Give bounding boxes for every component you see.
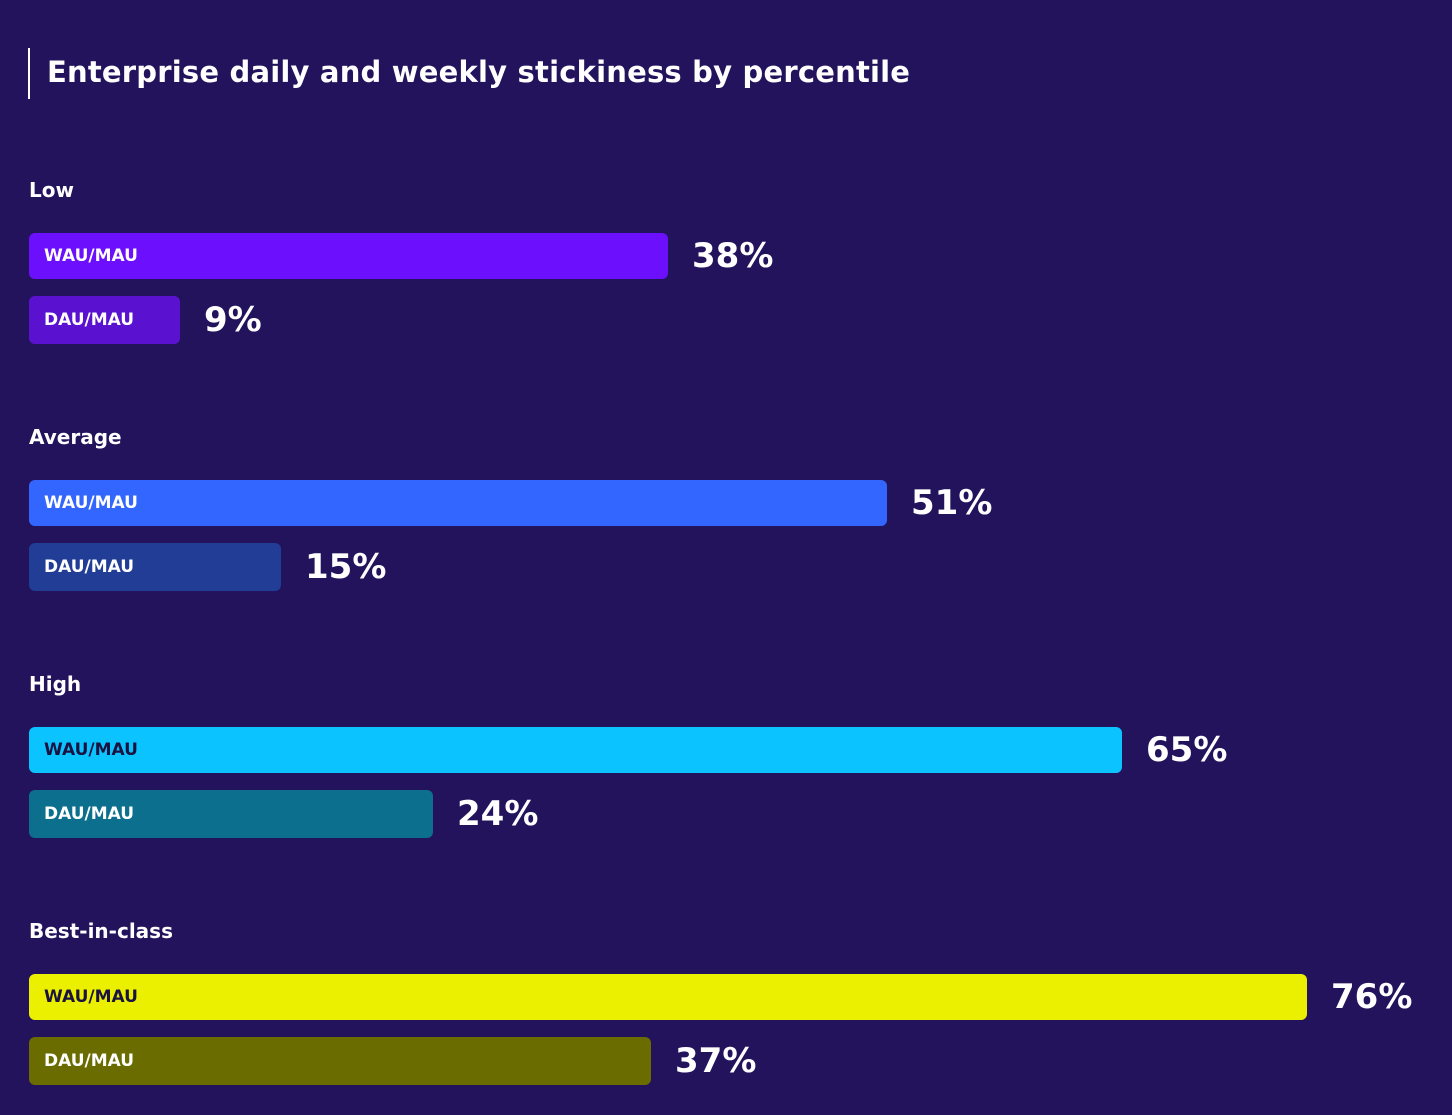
bar-low-wau-mau: WAU/MAU (29, 233, 668, 279)
bar-high-wau-mau: WAU/MAU (29, 727, 1122, 773)
bar-label-low-wau-mau: WAU/MAU (44, 246, 138, 266)
group-label-high: High (29, 672, 82, 696)
bar-label-average-wau-mau: WAU/MAU (44, 493, 138, 513)
bar-average-wau-mau: WAU/MAU (29, 480, 887, 526)
chart-title: Enterprise daily and weekly stickiness b… (47, 54, 911, 89)
bar-low-dau-mau: DAU/MAU (29, 296, 180, 344)
value-label-low-dau-mau: 9% (204, 300, 262, 340)
group-label-best-in-class: Best-in-class (29, 919, 173, 943)
group-label-low: Low (29, 178, 74, 202)
bar-label-high-wau-mau: WAU/MAU (44, 740, 138, 760)
value-label-low-wau-mau: 38% (692, 236, 774, 276)
bar-high-dau-mau: DAU/MAU (29, 790, 433, 838)
value-label-best-in-class-dau-mau: 37% (675, 1041, 757, 1081)
bar-best-in-class-dau-mau: DAU/MAU (29, 1037, 651, 1085)
chart-title-block: Enterprise daily and weekly stickiness b… (28, 48, 910, 99)
bar-label-low-dau-mau: DAU/MAU (44, 310, 135, 330)
bar-label-high-dau-mau: DAU/MAU (44, 804, 135, 824)
value-label-average-wau-mau: 51% (911, 483, 993, 523)
group-label-average: Average (29, 425, 122, 449)
bar-label-best-in-class-wau-mau: WAU/MAU (44, 987, 138, 1007)
value-label-high-wau-mau: 65% (1146, 730, 1228, 770)
bar-average-dau-mau: DAU/MAU (29, 543, 281, 591)
bar-label-average-dau-mau: DAU/MAU (44, 557, 135, 577)
value-label-best-in-class-wau-mau: 76% (1331, 977, 1413, 1017)
value-label-average-dau-mau: 15% (305, 547, 387, 587)
value-label-high-dau-mau: 24% (457, 794, 539, 834)
bar-best-in-class-wau-mau: WAU/MAU (29, 974, 1307, 1020)
bar-label-best-in-class-dau-mau: DAU/MAU (44, 1051, 135, 1071)
